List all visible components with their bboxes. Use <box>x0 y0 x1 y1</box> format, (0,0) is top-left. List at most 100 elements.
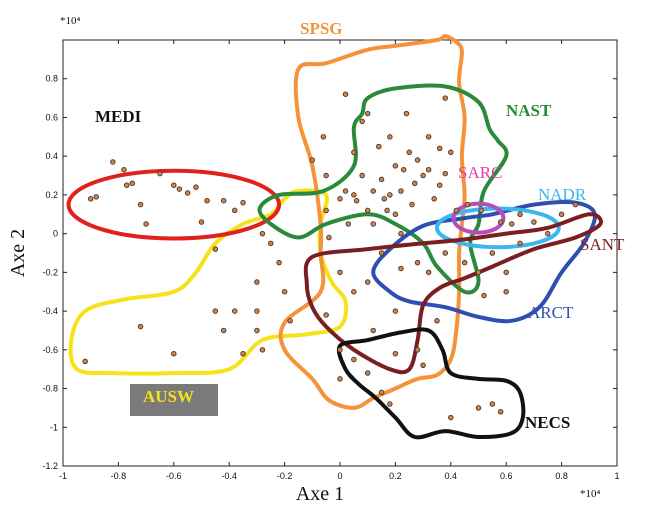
data-point <box>497 219 504 225</box>
data-point <box>351 192 357 198</box>
data-point <box>545 230 551 237</box>
data-point <box>442 250 449 256</box>
data-point <box>497 409 504 415</box>
data-point <box>436 145 443 152</box>
data-point <box>489 250 496 256</box>
data-point <box>287 318 293 324</box>
region-label-nast: NAST <box>506 101 552 120</box>
region-label-arct: ARCT <box>528 303 574 322</box>
y-tick-label: 0.8 <box>45 74 58 84</box>
region-ausw-outline <box>68 188 349 376</box>
data-point <box>376 143 382 150</box>
data-point <box>558 211 565 218</box>
data-point <box>420 362 426 369</box>
data-point <box>171 182 177 188</box>
region-label-nadr: NADR <box>538 185 587 204</box>
y-tick-label: 0 <box>53 229 58 239</box>
data-point <box>387 134 393 140</box>
x-tick-label: 0.4 <box>445 471 458 481</box>
data-point <box>431 196 437 202</box>
data-point <box>198 219 205 225</box>
x-tick-label: -0.4 <box>221 471 237 481</box>
region-label-ausw: AUSW <box>143 387 194 406</box>
y-axis-title: Axe 2 <box>7 229 29 277</box>
x-tick-label: -0.6 <box>166 471 182 481</box>
plot-axes: -1 -0.8 -0.6 -0.4 -0.2 0 0.2 0.4 0.6 0.8 1-1.2-1-0… <box>7 15 620 505</box>
data-point <box>171 350 177 357</box>
data-points <box>82 91 579 421</box>
region-sarc-outline <box>451 201 506 235</box>
x-tick-label: -1 <box>59 471 67 481</box>
data-point <box>259 347 266 353</box>
data-point <box>406 149 413 156</box>
data-point <box>398 230 404 237</box>
x-tick-label: -0.2 <box>277 471 293 481</box>
data-point <box>400 166 407 173</box>
data-point <box>364 207 371 214</box>
region-label-sant: SANT <box>580 235 625 254</box>
data-point <box>503 288 509 295</box>
data-point <box>517 240 523 247</box>
data-point <box>387 401 393 407</box>
data-point <box>572 201 579 208</box>
data-point <box>370 188 376 194</box>
data-point <box>508 221 515 227</box>
data-point <box>337 347 343 353</box>
data-point <box>254 279 260 285</box>
data-point <box>364 370 371 376</box>
data-point <box>370 327 376 334</box>
data-point <box>409 201 415 208</box>
data-point <box>364 279 371 285</box>
x-tick-label: 0.8 <box>555 471 568 481</box>
y-tick-label: -1 <box>50 422 58 432</box>
data-point <box>121 166 127 173</box>
data-point <box>193 184 199 190</box>
data-point <box>268 240 274 247</box>
data-point <box>220 197 227 204</box>
y-tick-label: -1.2 <box>42 461 58 471</box>
y-tick-label: -0.6 <box>42 345 58 355</box>
y-tick-label: -0.4 <box>42 306 58 316</box>
data-point <box>220 327 227 334</box>
data-point <box>381 196 388 202</box>
x-tick-label: 0 <box>337 471 342 481</box>
data-point <box>392 163 399 169</box>
data-point <box>481 292 487 299</box>
data-point <box>531 219 537 225</box>
y-tick-label: 0.4 <box>45 151 58 161</box>
data-point <box>259 230 266 237</box>
data-point <box>461 259 468 266</box>
data-point <box>143 221 149 227</box>
data-point <box>503 269 509 276</box>
data-point <box>212 246 219 252</box>
data-point <box>240 199 246 206</box>
y-multiplier: *10⁴ <box>60 15 81 27</box>
data-point <box>442 170 449 177</box>
data-point <box>378 250 385 256</box>
data-point <box>412 180 418 187</box>
data-point <box>337 376 343 382</box>
region-necs-outline <box>336 327 526 440</box>
data-point <box>337 196 343 202</box>
region-label-sarc: SARC <box>458 163 502 182</box>
data-point <box>420 172 426 179</box>
x-tick-label: -0.8 <box>111 471 127 481</box>
data-point <box>157 170 163 177</box>
data-point <box>351 356 357 363</box>
data-point <box>123 182 130 188</box>
data-point <box>478 207 485 214</box>
data-point <box>240 350 246 357</box>
data-point <box>276 259 282 266</box>
region-nast-outline <box>257 83 509 295</box>
data-point <box>254 327 260 334</box>
data-point <box>342 188 349 194</box>
data-point <box>425 134 432 140</box>
data-point <box>392 211 399 218</box>
x-tick-label: 0.2 <box>389 471 402 481</box>
x-multiplier: *10⁴ <box>580 488 601 500</box>
data-point <box>378 389 385 396</box>
data-point <box>323 312 329 318</box>
data-point <box>93 194 99 200</box>
data-point <box>364 110 371 117</box>
